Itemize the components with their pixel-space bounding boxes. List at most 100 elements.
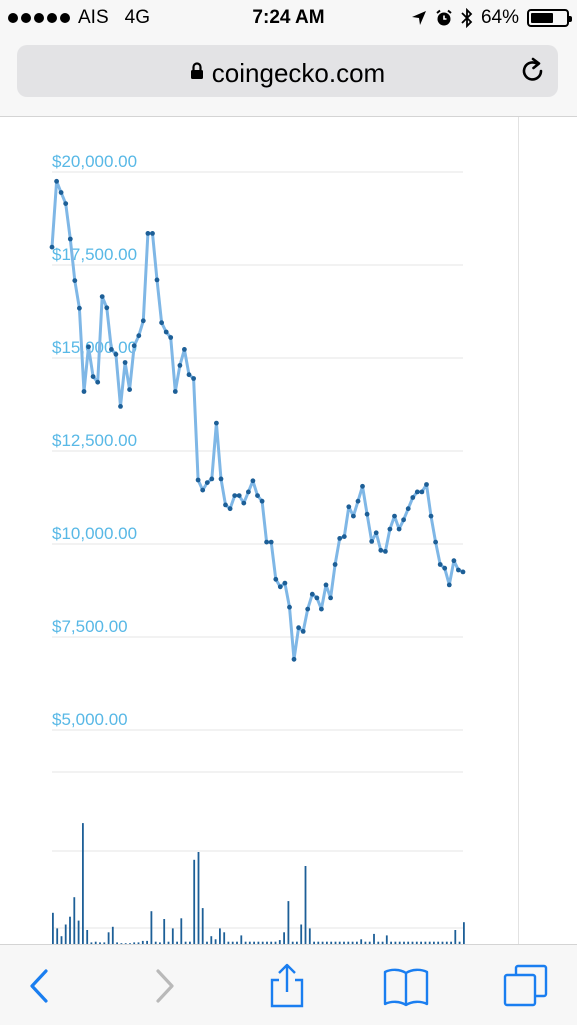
bookmarks-icon[interactable] (381, 961, 431, 1011)
price-point (109, 347, 114, 352)
volume-bar (347, 941, 350, 944)
price-point (236, 493, 242, 498)
volume-bar (103, 942, 106, 944)
volume-bar (52, 912, 54, 944)
volume-bar (69, 916, 71, 944)
forward-icon[interactable] (140, 961, 190, 1011)
price-point (364, 511, 370, 517)
share-icon[interactable] (262, 961, 312, 1011)
volume-bar (257, 941, 260, 944)
volume-bar (381, 941, 384, 944)
price-point (154, 277, 160, 283)
volume-bar (454, 930, 457, 944)
price-point (405, 506, 411, 512)
volume-bar (283, 932, 285, 944)
price-point (387, 526, 393, 532)
price-point (291, 656, 297, 662)
price-point (136, 333, 142, 339)
price-point (268, 539, 274, 545)
volume-bar (411, 941, 414, 944)
price-point (90, 374, 96, 379)
price-point (355, 498, 361, 504)
volume-bar (244, 941, 247, 944)
reload-icon[interactable] (520, 57, 546, 85)
volume-bar (141, 940, 144, 944)
volume-bar (266, 941, 268, 944)
price-point (396, 526, 402, 532)
price-point (319, 606, 324, 612)
browser-bottom-toolbar (0, 944, 577, 1025)
status-right: 64% (411, 7, 572, 29)
price-point (392, 513, 397, 519)
volume-bar (116, 942, 118, 944)
volume-bar (296, 941, 298, 944)
volume-bar (223, 932, 226, 944)
volume-bar (210, 936, 213, 944)
price-point (195, 477, 201, 483)
address-bar[interactable]: coingecko.com (17, 45, 558, 97)
price-point (95, 379, 101, 385)
tabs-icon[interactable] (501, 961, 551, 1011)
price-point (232, 493, 238, 498)
volume-bar (86, 930, 89, 944)
volume-bar (124, 943, 127, 944)
price-point (118, 404, 123, 409)
volume-bar (137, 942, 140, 944)
url-display[interactable]: coingecko.com (17, 58, 558, 89)
price-point (277, 584, 283, 590)
price-point (246, 489, 251, 495)
volume-bar (304, 866, 307, 944)
volume-bar (300, 924, 303, 944)
network-type: 4G (124, 7, 150, 28)
price-point (424, 482, 429, 487)
price-point (131, 343, 137, 349)
price-point (446, 582, 452, 588)
volume-bar (94, 941, 97, 944)
volume-bar (236, 941, 238, 944)
price-point (163, 329, 169, 335)
volume-bar (270, 941, 273, 944)
volume-bar (231, 941, 234, 944)
price-point (49, 244, 55, 250)
price-point (67, 236, 73, 242)
price-point (81, 389, 87, 394)
volume-bar (343, 941, 345, 944)
price-point (282, 580, 288, 586)
volume-bar (227, 941, 230, 944)
volume-bar (458, 941, 461, 944)
volume-bar (146, 940, 148, 944)
price-point (104, 305, 110, 311)
volume-bar (330, 941, 333, 944)
volume-bar (291, 941, 294, 944)
volume-bar (373, 933, 375, 944)
page-divider (518, 117, 519, 944)
price-point (182, 347, 187, 352)
volume-bar (368, 941, 371, 944)
volume-bar (356, 941, 358, 944)
location-arrow-icon (411, 11, 426, 25)
price-point (428, 513, 434, 519)
volume-bar (338, 941, 341, 944)
volume-bar (159, 942, 161, 944)
price-point (145, 231, 151, 236)
price-point (456, 567, 461, 573)
price-point (186, 372, 192, 378)
price-point (360, 483, 365, 489)
volume-bar (206, 941, 208, 944)
browser-top-bar: coingecko.com (0, 36, 577, 117)
price-point (414, 489, 420, 495)
price-point (191, 376, 197, 381)
price-point (113, 351, 119, 357)
volume-bar (463, 922, 465, 944)
battery-icon (527, 9, 572, 27)
price-point (250, 478, 256, 484)
volume-bar (73, 897, 76, 944)
volume-bar (326, 941, 328, 944)
volume-bar (415, 941, 418, 944)
price-point (204, 480, 210, 485)
price-point (209, 476, 215, 482)
price-point (177, 363, 183, 368)
volume-bar (424, 941, 427, 944)
back-icon[interactable] (14, 961, 64, 1011)
price-point (264, 539, 269, 545)
